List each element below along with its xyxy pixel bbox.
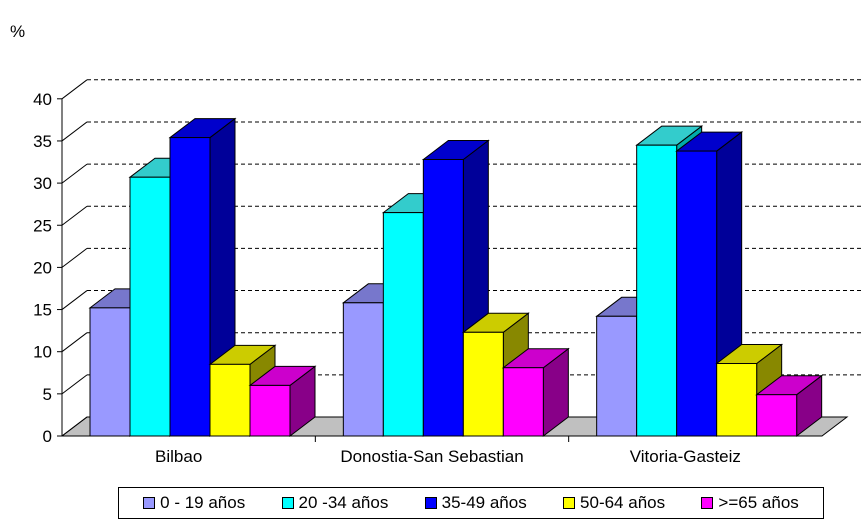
legend-label: 0 - 19 años (160, 493, 246, 512)
y-tick-diagonal (61, 290, 88, 310)
legend-swatch (563, 497, 576, 509)
legend-label: 20 -34 años (298, 493, 389, 512)
bar (502, 367, 544, 437)
bar (422, 158, 464, 437)
legend-swatch (143, 497, 156, 509)
y-tick-diagonal (61, 248, 88, 268)
legend-item: >=65 años (701, 493, 799, 513)
x-tick-label: Bilbao (155, 447, 202, 466)
legend-swatch (701, 497, 714, 509)
bar (676, 150, 718, 437)
bar (342, 302, 384, 437)
x-tick-label: Vitoria-Gasteiz (630, 447, 741, 466)
y-tick-diagonal (61, 374, 88, 395)
y-tick-label: 5 (43, 385, 52, 404)
y-tick-label: 15 (33, 301, 52, 320)
y-tick-label: 20 (33, 258, 52, 277)
bar (89, 307, 131, 437)
bar (169, 137, 211, 437)
y-tick-diagonal (61, 163, 88, 184)
y-tick-label: 10 (33, 343, 52, 362)
y-tick-diagonal (61, 79, 88, 100)
bar (596, 315, 638, 437)
y-tick-label: 40 (33, 90, 52, 109)
y-tick-label: 25 (33, 216, 52, 235)
legend-swatch (281, 497, 294, 509)
x-tick-label: Donostia-San Sebastian (340, 447, 523, 466)
y-unit-label: % (10, 22, 26, 41)
legend-label: 35-49 años (441, 493, 527, 512)
bar (382, 212, 424, 437)
bar (636, 144, 678, 437)
y-tick-label: 0 (43, 427, 52, 446)
y-tick-diagonal (61, 332, 88, 353)
bar (462, 331, 504, 437)
y-tick-diagonal (61, 121, 88, 142)
bar (249, 384, 291, 437)
chart-legend: 0 - 19 años 20 -34 años 35-49 años 50-64 añ… (118, 487, 824, 519)
bar (756, 394, 798, 437)
legend-label: 50-64 años (580, 493, 666, 512)
bar (209, 363, 251, 437)
legend-label: >=65 años (718, 493, 799, 512)
y-tick-label: 30 (33, 174, 52, 193)
y-tick-diagonal (61, 416, 88, 437)
y-tick-diagonal (61, 205, 88, 226)
legend-swatch (424, 497, 437, 509)
bar (129, 176, 171, 437)
legend-item: 0 - 19 años (143, 493, 245, 513)
legend-item: 20 -34 años (281, 493, 389, 513)
bar-chart: 0 5 10 15 20 25 30 35 40 Bilbao Donostia-San Sebas… (33, 79, 863, 466)
y-tick-label: 35 (33, 132, 52, 151)
bar (716, 363, 758, 437)
legend-item: 50-64 años (563, 493, 665, 513)
legend-item: 35-49 años (424, 493, 527, 513)
